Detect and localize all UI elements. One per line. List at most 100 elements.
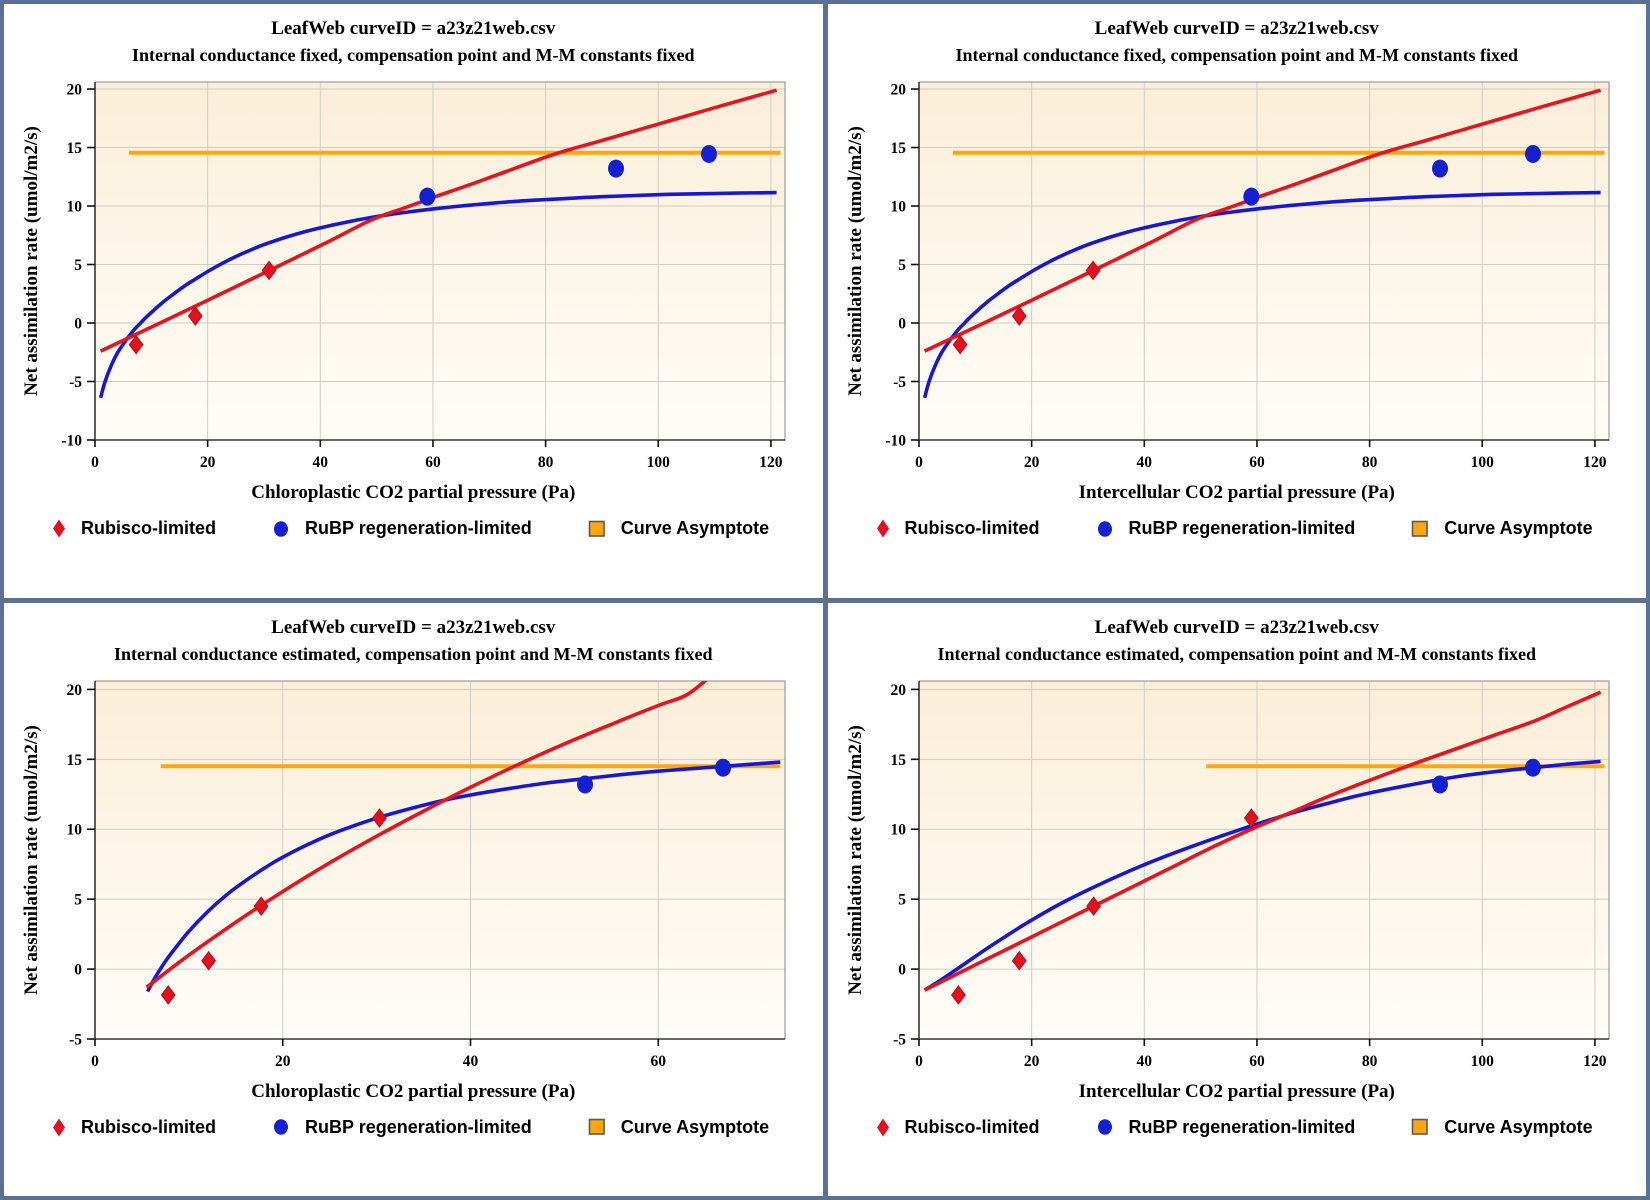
asymptote-square-icon bbox=[1411, 1118, 1429, 1135]
rubisco-point bbox=[1085, 260, 1101, 281]
rubp-regeneration-curve bbox=[923, 759, 1601, 992]
y-tick-label: -5 bbox=[69, 1031, 82, 1048]
rubp-point bbox=[1243, 187, 1260, 206]
x-tick-label: 60 bbox=[651, 1053, 667, 1070]
x-tick-label: 100 bbox=[1470, 454, 1494, 471]
x-axis-label: Intercellular CO2 partial pressure (Pa) bbox=[1078, 482, 1395, 503]
legend-item-rubp: RuBP regeneration-limited bbox=[1096, 518, 1356, 539]
rubisco-point bbox=[188, 306, 203, 326]
x-tick-label: 80 bbox=[1362, 454, 1378, 471]
legend-label: Rubisco-limited bbox=[904, 518, 1040, 538]
y-tick-label: 20 bbox=[890, 681, 906, 698]
panel-top-right: LeafWeb curveID = a23z21web.csv Internal… bbox=[827, 4, 1646, 598]
x-tick-label: 0 bbox=[915, 454, 923, 471]
panel-bottom-left: LeafWeb curveID = a23z21web.csv Internal… bbox=[4, 602, 823, 1196]
legend-label: Curve Asymptote bbox=[1444, 518, 1593, 538]
legend: Rubisco-limited RuBP regeneration-limite… bbox=[876, 1117, 1593, 1138]
rubp-point bbox=[1431, 159, 1448, 178]
legend-label: Rubisco-limited bbox=[81, 1116, 217, 1137]
legend-item-asymptote: Curve Asymptote bbox=[588, 518, 769, 539]
asymptote-square-icon bbox=[1411, 520, 1429, 537]
legend-label: RuBP regeneration-limited bbox=[1128, 518, 1356, 538]
rubisco-diamond-icon bbox=[53, 519, 65, 538]
x-tick-label: 20 bbox=[200, 454, 216, 471]
rubisco-point bbox=[261, 260, 277, 281]
rubp-regeneration-curve bbox=[146, 759, 781, 992]
legend-label: Curve Asymptote bbox=[1444, 1116, 1593, 1137]
legend-item-rubisco: Rubisco-limited bbox=[876, 518, 1040, 539]
rubp-point bbox=[1431, 774, 1448, 793]
x-tick-label: 0 bbox=[91, 454, 99, 471]
x-tick-label: 60 bbox=[1249, 454, 1265, 471]
y-tick-label: 0 bbox=[75, 316, 83, 333]
y-tick-label: 10 bbox=[67, 821, 83, 838]
rubisco-point bbox=[1243, 807, 1259, 828]
y-tick-label: 15 bbox=[890, 751, 906, 768]
rubp-point bbox=[577, 774, 594, 793]
legend-label: Rubisco-limited bbox=[81, 518, 217, 538]
x-tick-label: 80 bbox=[538, 454, 554, 471]
y-tick-label: 10 bbox=[67, 199, 83, 216]
rubp-circle-icon bbox=[274, 1119, 289, 1135]
y-axis-label: Net assimilation rate (umol/m2/s) bbox=[845, 126, 866, 396]
legend: Rubisco-limited RuBP regeneration-limite… bbox=[52, 1117, 769, 1138]
chart-title: LeafWeb curveID = a23z21web.csv bbox=[271, 18, 556, 39]
rubisco-point bbox=[161, 984, 176, 1005]
chart-title: LeafWeb curveID = a23z21web.csv bbox=[1094, 616, 1379, 638]
x-tick-label: 120 bbox=[1583, 454, 1607, 471]
rubisco-point bbox=[253, 895, 269, 916]
rubisco-curve bbox=[923, 88, 1601, 353]
plot-background bbox=[95, 82, 786, 440]
legend-label: Curve Asymptote bbox=[620, 1116, 770, 1137]
legend-item-rubisco: Rubisco-limited bbox=[52, 518, 216, 539]
y-tick-label: 15 bbox=[890, 140, 906, 157]
x-tick-label: 120 bbox=[1583, 1053, 1607, 1070]
panel-top-left: LeafWeb curveID = a23z21web.csv Internal… bbox=[4, 4, 823, 598]
y-tick-label: 15 bbox=[67, 140, 83, 157]
x-tick-label: 60 bbox=[1249, 1053, 1265, 1070]
rubp-point bbox=[1524, 758, 1541, 777]
plot-chloroplastic-estimated: 0 20 40 60 -5 0 5 10 15 20 Net assimilation rate (… bbox=[21, 679, 786, 1070]
y-tick-label: 5 bbox=[75, 257, 83, 274]
rubisco-curve bbox=[100, 88, 778, 353]
x-tick-label: 40 bbox=[463, 1053, 479, 1070]
plot-background bbox=[95, 680, 786, 1039]
rubp-point bbox=[419, 187, 436, 206]
y-tick-label: 5 bbox=[898, 257, 906, 274]
plot-intercellular-fixed: 0 20 40 60 80 100 120 -10 -5 0 5 10 15 20 Net assimila… bbox=[845, 81, 1610, 471]
rubisco-curve bbox=[923, 690, 1602, 992]
y-tick-label: 20 bbox=[67, 82, 83, 99]
y-tick-label: 0 bbox=[898, 961, 906, 978]
legend: Rubisco-limited RuBP regeneration-limite… bbox=[52, 518, 769, 539]
x-tick-label: 100 bbox=[1470, 1053, 1494, 1070]
x-tick-label: 120 bbox=[760, 454, 784, 471]
rubisco-point bbox=[201, 950, 217, 971]
legend-item-asymptote: Curve Asymptote bbox=[1411, 518, 1593, 539]
legend-item-rubp: RuBP regeneration-limited bbox=[1096, 1116, 1356, 1138]
legend-label: RuBP regeneration-limited bbox=[1128, 1116, 1356, 1137]
rubp-point bbox=[715, 758, 732, 777]
y-tick-label: -5 bbox=[69, 374, 82, 391]
chart-subtitle: Internal conductance fixed, compensation… bbox=[955, 45, 1518, 65]
rubisco-diamond-icon bbox=[53, 1118, 65, 1136]
y-tick-label: -10 bbox=[62, 433, 83, 450]
plot-background bbox=[918, 82, 1609, 440]
chart-title: LeafWeb curveID = a23z21web.csv bbox=[271, 616, 556, 638]
asymptote-square-icon bbox=[588, 1118, 605, 1135]
legend-item-rubisco: Rubisco-limited bbox=[52, 1117, 216, 1138]
y-axis-label: Net assimilation rate (umol/m2/s) bbox=[845, 725, 866, 995]
plot-chloroplastic-fixed: 0 20 40 60 80 100 120 -10 -5 0 5 10 15 20 Net assimila… bbox=[21, 81, 786, 471]
x-tick-label: 40 bbox=[1136, 1053, 1152, 1070]
rubisco-point bbox=[1011, 950, 1027, 971]
rubisco-curve bbox=[145, 680, 708, 989]
rubp-point bbox=[608, 159, 625, 178]
y-tick-label: -5 bbox=[893, 374, 906, 391]
x-tick-label: 20 bbox=[1024, 1053, 1040, 1070]
rubp-circle-icon bbox=[1097, 520, 1112, 537]
legend-label: RuBP regeneration-limited bbox=[305, 1116, 532, 1137]
x-tick-label: 60 bbox=[425, 454, 441, 471]
legend-label: Curve Asymptote bbox=[620, 518, 770, 538]
rubisco-point bbox=[1011, 306, 1027, 326]
rubp-circle-icon bbox=[274, 520, 289, 537]
